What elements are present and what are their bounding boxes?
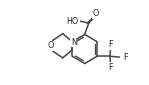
Text: O: O (47, 41, 54, 50)
Text: N: N (71, 38, 77, 47)
Text: O: O (93, 9, 99, 18)
Text: HO: HO (67, 17, 79, 26)
Text: F: F (108, 63, 113, 72)
Text: F: F (108, 40, 113, 49)
Text: F: F (123, 53, 128, 62)
